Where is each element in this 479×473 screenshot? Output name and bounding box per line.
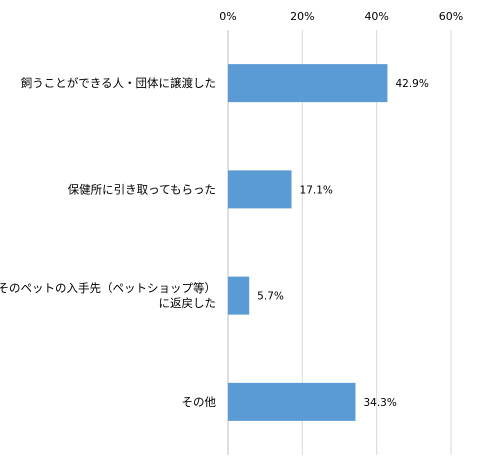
bar [228,64,388,103]
category-label: その他 [182,395,217,409]
x-tick-label: 40% [364,10,388,23]
x-tick-label: 0% [219,10,236,23]
bar [228,382,356,421]
data-label: 34.3% [363,397,396,409]
category-labels: 飼うことができる人・団体に譲渡した保健所に引き取ってもらったそのペットの入手先（… [0,76,216,409]
category-label: 飼うことができる人・団体に譲渡した [21,76,216,90]
x-tick-label: 60% [439,10,463,23]
data-labels: 42.9% 17.1% 5.7% 34.3% [257,78,429,409]
bar [228,170,292,209]
data-label: 17.1% [300,184,333,196]
category-label: 保健所に引き取ってもらった [68,182,216,196]
x-axis-ticks: 0% 20% 40% 60% [219,10,463,23]
bars [228,64,388,421]
data-label: 42.9% [395,78,428,90]
data-label: 5.7% [257,291,284,303]
x-tick-label: 20% [290,10,314,23]
category-label: そのペットの入手先（ペットショップ等） [0,281,216,295]
category-label: に返戻した [159,296,217,310]
bar [228,276,250,315]
